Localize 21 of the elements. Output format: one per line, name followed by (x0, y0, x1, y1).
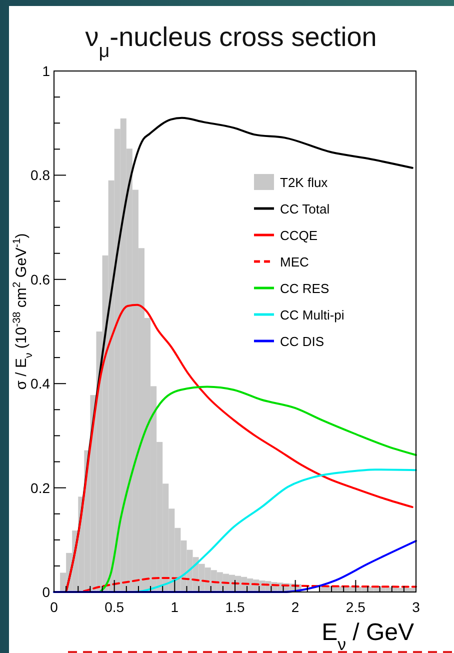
x-tick-label: 2.5 (346, 599, 366, 615)
y-tick-label: 1 (42, 63, 50, 79)
x-axis-title: E$_{ν}$ / GeV (322, 619, 414, 653)
x-tick-label: 1 (170, 599, 179, 615)
legend-label: CC Multi-pi (280, 308, 344, 322)
x-tick-label: 2 (291, 599, 300, 615)
x-tick-label: 1.5 (225, 599, 245, 615)
y-tick-label: 0.2 (30, 480, 50, 496)
legend-label: CC Total (280, 202, 330, 216)
chart-title: ν$_{μ}$-nucleus cross section (85, 22, 377, 62)
y-tick-label: 0.4 (30, 376, 50, 392)
y-tick-label: 0 (42, 584, 50, 600)
legend-label: CCQE (280, 228, 318, 243)
legend-label: T2K flux (280, 175, 328, 190)
legend-label: MEC (280, 254, 309, 270)
x-tick-label: 3 (412, 599, 420, 615)
y-tick-label: 0.8 (30, 167, 50, 184)
x-tick-label: 0.5 (104, 599, 124, 615)
legend-label: CC RES (280, 281, 330, 296)
legend-label: CC DIS (280, 334, 324, 349)
y-tick-label: 0.6 (30, 271, 50, 288)
